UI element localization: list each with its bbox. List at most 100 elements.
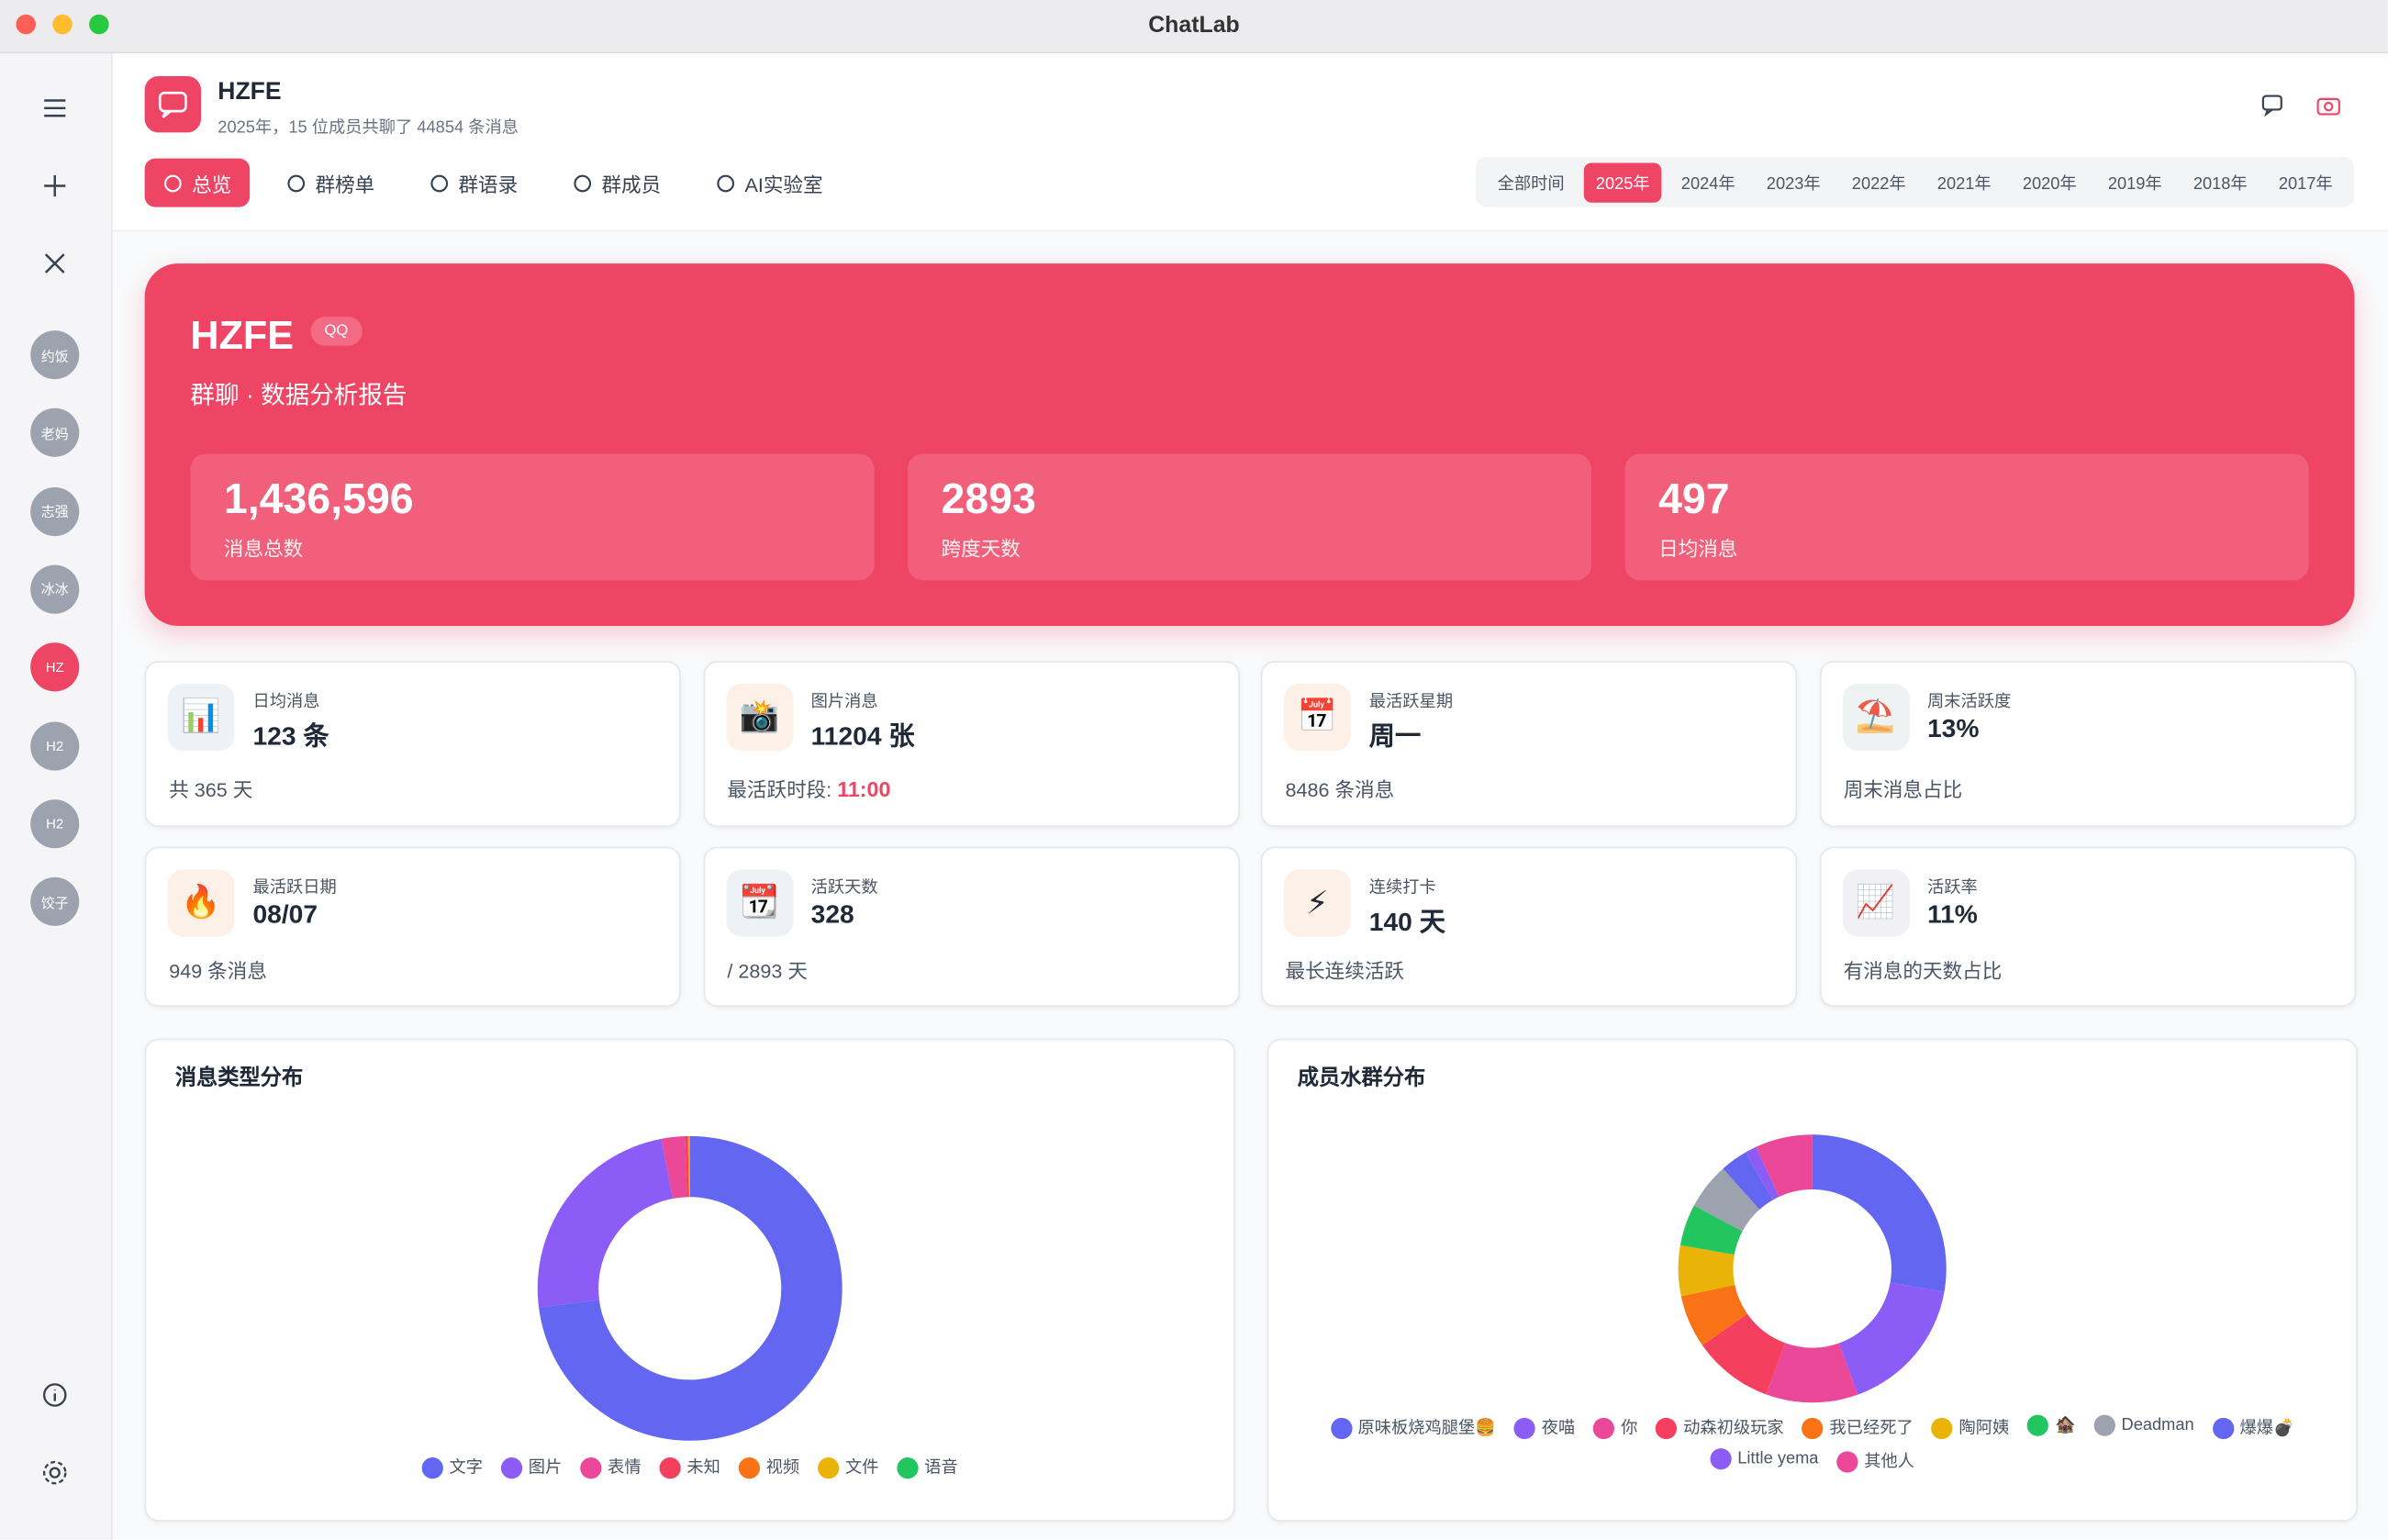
- year-option[interactable]: 2024年: [1680, 174, 1735, 193]
- pie-slice[interactable]: [537, 1138, 674, 1308]
- year-option[interactable]: 2020年: [2022, 174, 2077, 193]
- pie-slice[interactable]: [539, 1135, 842, 1441]
- card-note: 有消息的天数占比: [1844, 954, 2003, 984]
- legend-item[interactable]: 动森初级玩家: [1656, 1415, 1784, 1440]
- legend-item[interactable]: 语音: [897, 1455, 958, 1479]
- chat-icon[interactable]: [2259, 92, 2286, 119]
- hero-stat: 497 日均消息: [1624, 453, 2309, 581]
- stat-card: ⛱️ 周末活跃度 13% 周末消息占比: [1819, 661, 2356, 828]
- pie-slice[interactable]: [1766, 1343, 1858, 1403]
- group-icon: [144, 75, 202, 133]
- card-label: 活跃率: [1926, 878, 1978, 898]
- legend-item[interactable]: 视频: [738, 1455, 799, 1479]
- pie-slice[interactable]: [1756, 1134, 1813, 1197]
- legend-item[interactable]: 其他人: [1836, 1448, 1914, 1473]
- tab[interactable]: 群榜单: [268, 159, 393, 207]
- pie-slice[interactable]: [685, 1135, 689, 1198]
- settings-icon[interactable]: [39, 1457, 70, 1488]
- pie-slice[interactable]: [1678, 1244, 1735, 1297]
- legend-item[interactable]: 原味板烧鸡腿堡🍔: [1330, 1415, 1496, 1440]
- info-icon[interactable]: [39, 1379, 70, 1410]
- legend-item[interactable]: 我已经死了: [1802, 1415, 1914, 1440]
- hero-stat: 1,436,596 消息总数: [190, 453, 875, 581]
- tab[interactable]: 群语录: [411, 159, 536, 207]
- pie-slice[interactable]: [1702, 1313, 1785, 1395]
- card-label: 活跃天数: [810, 878, 878, 898]
- year-option[interactable]: 2019年: [2107, 174, 2162, 193]
- year-filter: 全部时间 2025年 2024年 2023年 2022年 2021年 2020年 2019年 2…: [1475, 156, 2355, 207]
- tab-label: 群榜单: [315, 173, 375, 196]
- card-note-text: 949 条消息: [169, 959, 267, 983]
- legend-item[interactable]: 爆爆💣: [2212, 1415, 2294, 1440]
- tools-icon[interactable]: [39, 248, 70, 278]
- legend-swatch: [1802, 1418, 1824, 1440]
- chat-avatar[interactable]: H2: [30, 720, 80, 770]
- legend-label: 表情: [608, 1458, 642, 1478]
- card-value: 140 天: [1368, 908, 1445, 937]
- legend-item[interactable]: 陶阿姨: [1931, 1415, 2009, 1440]
- pie-slice[interactable]: [661, 1135, 687, 1200]
- legend-item[interactable]: 🏚️: [2027, 1414, 2076, 1440]
- pie-slice[interactable]: [1812, 1134, 1947, 1292]
- tab[interactable]: AI实验室: [697, 159, 841, 207]
- pie-slice[interactable]: [688, 1135, 690, 1198]
- tab-icon-shape: [163, 173, 182, 192]
- year-option[interactable]: 2025年: [1583, 162, 1662, 202]
- chat-avatar[interactable]: 冰冰: [30, 564, 80, 614]
- hero-title: HZFE: [190, 312, 295, 358]
- year-option[interactable]: 2018年: [2193, 174, 2248, 193]
- pie-slice[interactable]: [1680, 1285, 1747, 1345]
- legend-label: Little yema: [1737, 1449, 1819, 1468]
- year-option[interactable]: 2021年: [1936, 174, 1992, 193]
- year-option[interactable]: 全部时间: [1497, 174, 1565, 193]
- legend-item[interactable]: 文件: [818, 1455, 878, 1479]
- chat-avatar[interactable]: 老妈: [30, 408, 80, 458]
- legend-item[interactable]: Little yema: [1710, 1448, 1818, 1473]
- legend-item[interactable]: 图片: [500, 1455, 562, 1479]
- tab-icon: [163, 173, 182, 192]
- stat-card: 📊 日均消息 123 条共 365 天: [144, 661, 681, 828]
- year-option[interactable]: 2022年: [1851, 174, 1906, 193]
- card-highlight: 11:00: [837, 776, 891, 801]
- pie-slice[interactable]: [1693, 1168, 1760, 1232]
- legend-item[interactable]: 文字: [421, 1455, 483, 1479]
- traffic-lights[interactable]: [0, 0, 122, 51]
- legend-item[interactable]: Deadman: [2093, 1414, 2194, 1440]
- legend-item[interactable]: 表情: [580, 1455, 642, 1479]
- year-option[interactable]: 2023年: [1766, 174, 1821, 193]
- hero-stat-label: 跨度天数: [941, 537, 1021, 561]
- tab-icon-shape: [287, 173, 306, 192]
- card-icon: 📅: [1283, 684, 1351, 752]
- chat-avatar[interactable]: 志强: [30, 486, 80, 536]
- pie-slice[interactable]: [689, 1135, 690, 1198]
- year-option[interactable]: 2017年: [2278, 174, 2333, 193]
- card-note-text: 最活跃时段:: [727, 777, 838, 801]
- add-icon[interactable]: [39, 171, 70, 201]
- tab-label: 群语录: [458, 173, 519, 196]
- legend-label: 未知: [686, 1458, 720, 1478]
- tab[interactable]: 群成员: [554, 159, 679, 207]
- card-label: 日均消息: [252, 693, 320, 711]
- chat-avatar[interactable]: HZ: [30, 642, 80, 692]
- legend-swatch: [2093, 1414, 2115, 1436]
- legend-item[interactable]: 夜喵: [1513, 1415, 1575, 1440]
- tab[interactable]: 总览: [144, 158, 251, 207]
- pie-slice[interactable]: [1723, 1152, 1773, 1210]
- chat-avatar[interactable]: 饺子: [30, 876, 80, 927]
- chat-avatar[interactable]: H2: [30, 798, 80, 848]
- legend-item[interactable]: 你: [1593, 1415, 1637, 1440]
- card-note: 最活跃时段: 11:00: [727, 774, 890, 803]
- menu-icon[interactable]: [39, 93, 70, 123]
- pie-slice[interactable]: [1745, 1146, 1780, 1200]
- pie-slice[interactable]: [1679, 1205, 1743, 1255]
- pie-slice[interactable]: [687, 1135, 690, 1198]
- hero-stat-label: 消息总数: [223, 537, 304, 561]
- chart-card: 消息类型分布文字 图片 表情 未知 视频 文件 语音: [144, 1038, 1235, 1522]
- card-note: 共 365 天: [169, 774, 252, 803]
- chart-title: 消息类型分布: [174, 1064, 304, 1089]
- screenshot-icon[interactable]: [2315, 92, 2342, 119]
- pie-slice[interactable]: [1838, 1282, 1945, 1395]
- chat-avatar[interactable]: 约饭: [30, 330, 80, 380]
- legend-item[interactable]: 未知: [659, 1455, 720, 1479]
